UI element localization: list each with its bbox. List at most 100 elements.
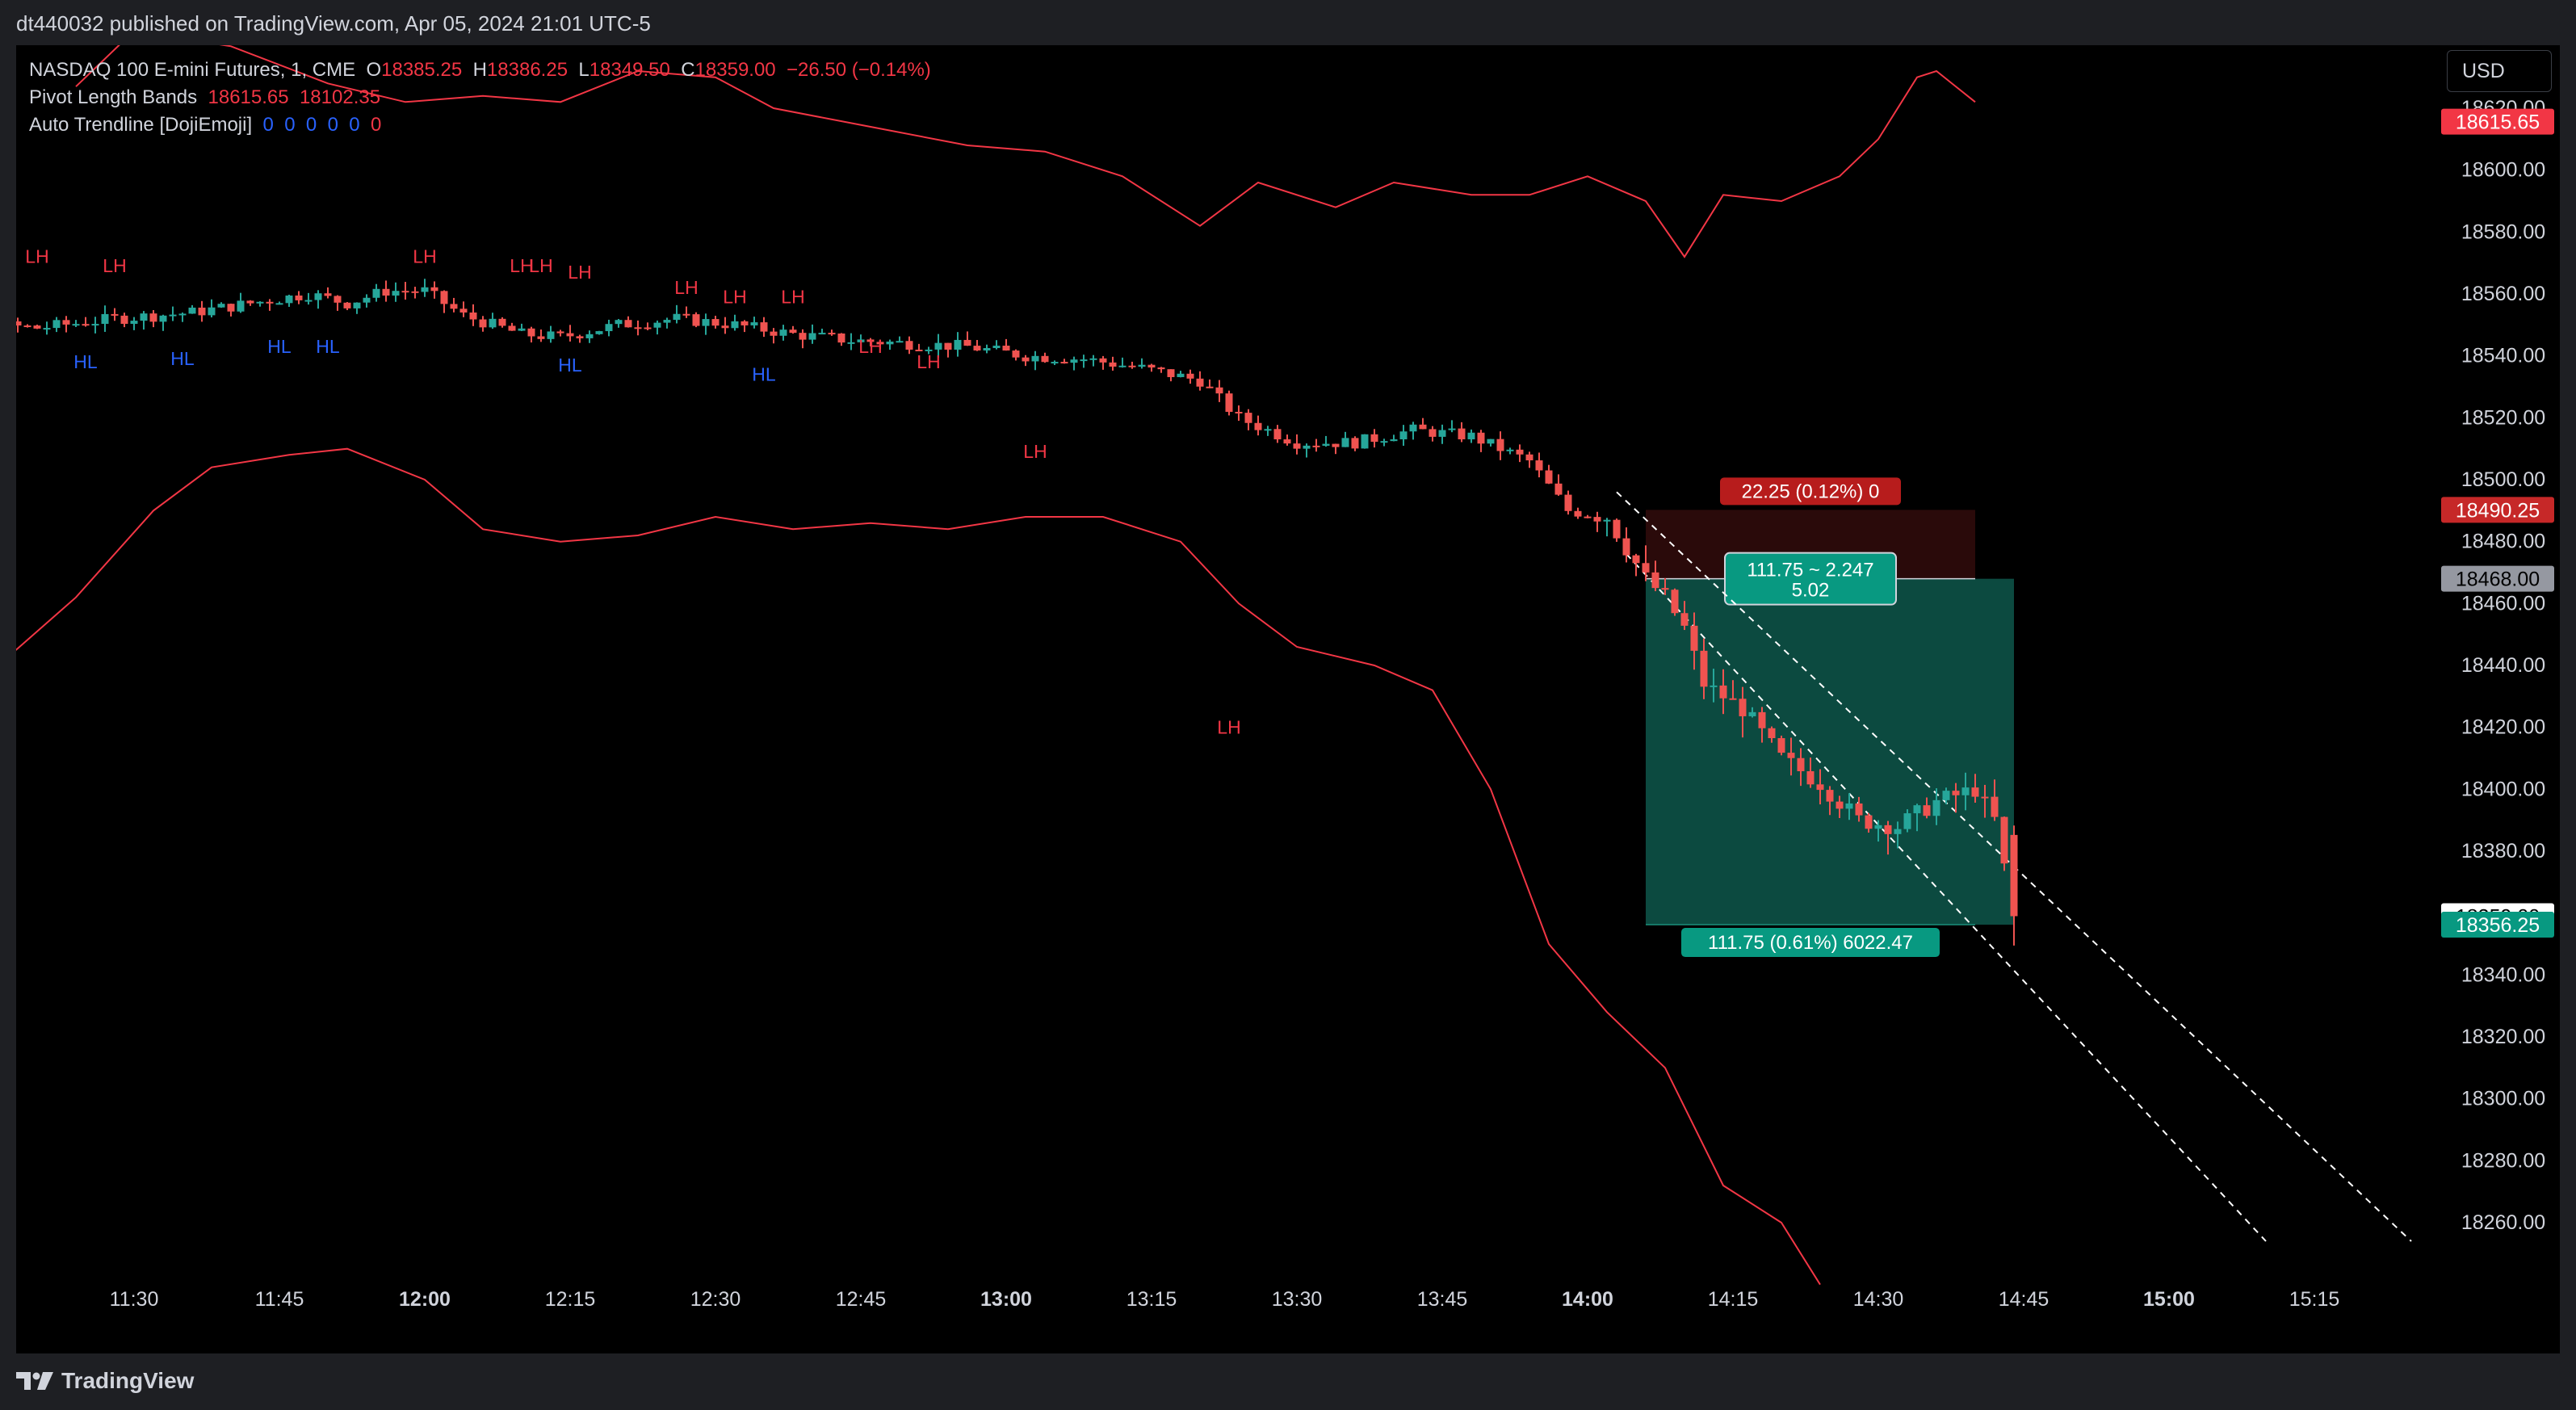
candle-body[interactable]: [1787, 753, 1795, 758]
candle-body[interactable]: [615, 320, 623, 325]
candle-body[interactable]: [740, 321, 749, 325]
candle-body[interactable]: [1429, 429, 1437, 437]
candle-body[interactable]: [188, 307, 196, 314]
candle-body[interactable]: [896, 341, 904, 343]
candle-body[interactable]: [789, 329, 797, 334]
candle-body[interactable]: [2000, 816, 2008, 864]
candle-body[interactable]: [963, 339, 971, 346]
candle-body[interactable]: [1680, 613, 1689, 626]
candle-body[interactable]: [527, 328, 535, 337]
candle-body[interactable]: [1312, 445, 1320, 447]
candle-body[interactable]: [1370, 434, 1378, 443]
candle-body[interactable]: [1419, 424, 1427, 430]
candle-body[interactable]: [779, 329, 787, 336]
candle-body[interactable]: [537, 336, 545, 339]
candle-body[interactable]: [130, 321, 138, 325]
candle-body[interactable]: [1031, 355, 1039, 362]
candle-body[interactable]: [1739, 699, 1747, 716]
candle-body[interactable]: [857, 339, 865, 342]
candle-body[interactable]: [1545, 470, 1553, 484]
candle-body[interactable]: [285, 295, 293, 304]
candle-body[interactable]: [363, 297, 371, 303]
candle-body[interactable]: [1215, 387, 1223, 394]
candle-body[interactable]: [227, 304, 235, 312]
candle-body[interactable]: [275, 303, 283, 305]
candle-body[interactable]: [14, 321, 22, 326]
candle-body[interactable]: [1467, 432, 1475, 440]
candle-body[interactable]: [469, 312, 477, 320]
candle-body[interactable]: [450, 304, 458, 309]
candle-body[interactable]: [886, 341, 894, 345]
price-axis[interactable]: [2435, 45, 2560, 1353]
candle-body[interactable]: [876, 342, 884, 345]
candle-body[interactable]: [343, 302, 351, 308]
candle-body[interactable]: [1554, 483, 1563, 495]
candle-body[interactable]: [1981, 796, 1989, 799]
candle-body[interactable]: [1768, 728, 1776, 739]
candle-body[interactable]: [1196, 378, 1204, 387]
candle-body[interactable]: [1845, 803, 1853, 809]
candle-body[interactable]: [1167, 369, 1175, 377]
candle-body[interactable]: [1089, 358, 1097, 360]
candle-body[interactable]: [489, 318, 497, 328]
candle-body[interactable]: [518, 328, 526, 331]
candle-body[interactable]: [1671, 590, 1679, 614]
candle-body[interactable]: [847, 342, 855, 344]
stop-label-box[interactable]: [1720, 477, 1901, 506]
candle-body[interactable]: [246, 300, 254, 304]
currency-selector[interactable]: USD: [2447, 50, 2552, 92]
candle-body[interactable]: [547, 331, 555, 339]
candle-body[interactable]: [1080, 359, 1088, 362]
candle-body[interactable]: [1690, 625, 1698, 651]
candle-body[interactable]: [1913, 805, 1921, 814]
candle-body[interactable]: [1303, 445, 1311, 449]
candle-body[interactable]: [149, 313, 157, 322]
candle-body[interactable]: [1894, 829, 1902, 834]
candle-body[interactable]: [459, 308, 468, 313]
candle-body[interactable]: [62, 320, 70, 325]
chart-pane[interactable]: 22.25 (0.12%) 0 111.75 ~ 2.247 5.02 111.75 …: [0, 30, 2560, 1353]
candle-body[interactable]: [237, 300, 245, 312]
candle-body[interactable]: [1923, 805, 1931, 816]
candle-body[interactable]: [208, 307, 216, 316]
candle-body[interactable]: [828, 333, 836, 335]
candle-body[interactable]: [1341, 438, 1349, 447]
candle-body[interactable]: [605, 324, 613, 332]
candle-body[interactable]: [1041, 355, 1049, 363]
candle-body[interactable]: [1584, 516, 1592, 518]
candle-body[interactable]: [1525, 454, 1533, 461]
candle-body[interactable]: [1012, 350, 1020, 358]
candle-body[interactable]: [82, 324, 90, 326]
candle-body[interactable]: [1661, 588, 1669, 590]
candle-body[interactable]: [1157, 367, 1165, 370]
candle-body[interactable]: [1613, 519, 1621, 539]
chart-background[interactable]: [16, 45, 2435, 1353]
legend-indicator-trendline[interactable]: Auto Trendline [DojiEmoji] 0 0 0 0 0 0: [29, 111, 931, 139]
candle-body[interactable]: [159, 315, 167, 322]
candle-body[interactable]: [1051, 362, 1059, 364]
candle-body[interactable]: [198, 307, 206, 316]
candle-body[interactable]: [624, 320, 632, 328]
candle-body[interactable]: [837, 333, 845, 343]
candle-body[interactable]: [1225, 393, 1233, 412]
candle-body[interactable]: [1632, 555, 1640, 564]
candle-body[interactable]: [973, 346, 981, 350]
candle-body[interactable]: [43, 328, 51, 330]
candle-body[interactable]: [1177, 373, 1185, 377]
candle-body[interactable]: [721, 325, 729, 329]
candle-body[interactable]: [1884, 825, 1892, 834]
candle-body[interactable]: [992, 346, 1001, 348]
candle-body[interactable]: [1458, 428, 1466, 440]
candle-body[interactable]: [1438, 430, 1446, 437]
candle-body[interactable]: [178, 313, 187, 316]
candle-body[interactable]: [508, 325, 516, 331]
candle-body[interactable]: [760, 322, 768, 332]
candle-body[interactable]: [372, 288, 380, 298]
candle-body[interactable]: [1710, 685, 1718, 687]
candle-body[interactable]: [1477, 432, 1485, 444]
candle-body[interactable]: [634, 327, 642, 329]
candle-body[interactable]: [430, 287, 438, 292]
candle-body[interactable]: [1254, 422, 1262, 430]
candle-body[interactable]: [1283, 439, 1291, 444]
candle-body[interactable]: [411, 291, 419, 293]
